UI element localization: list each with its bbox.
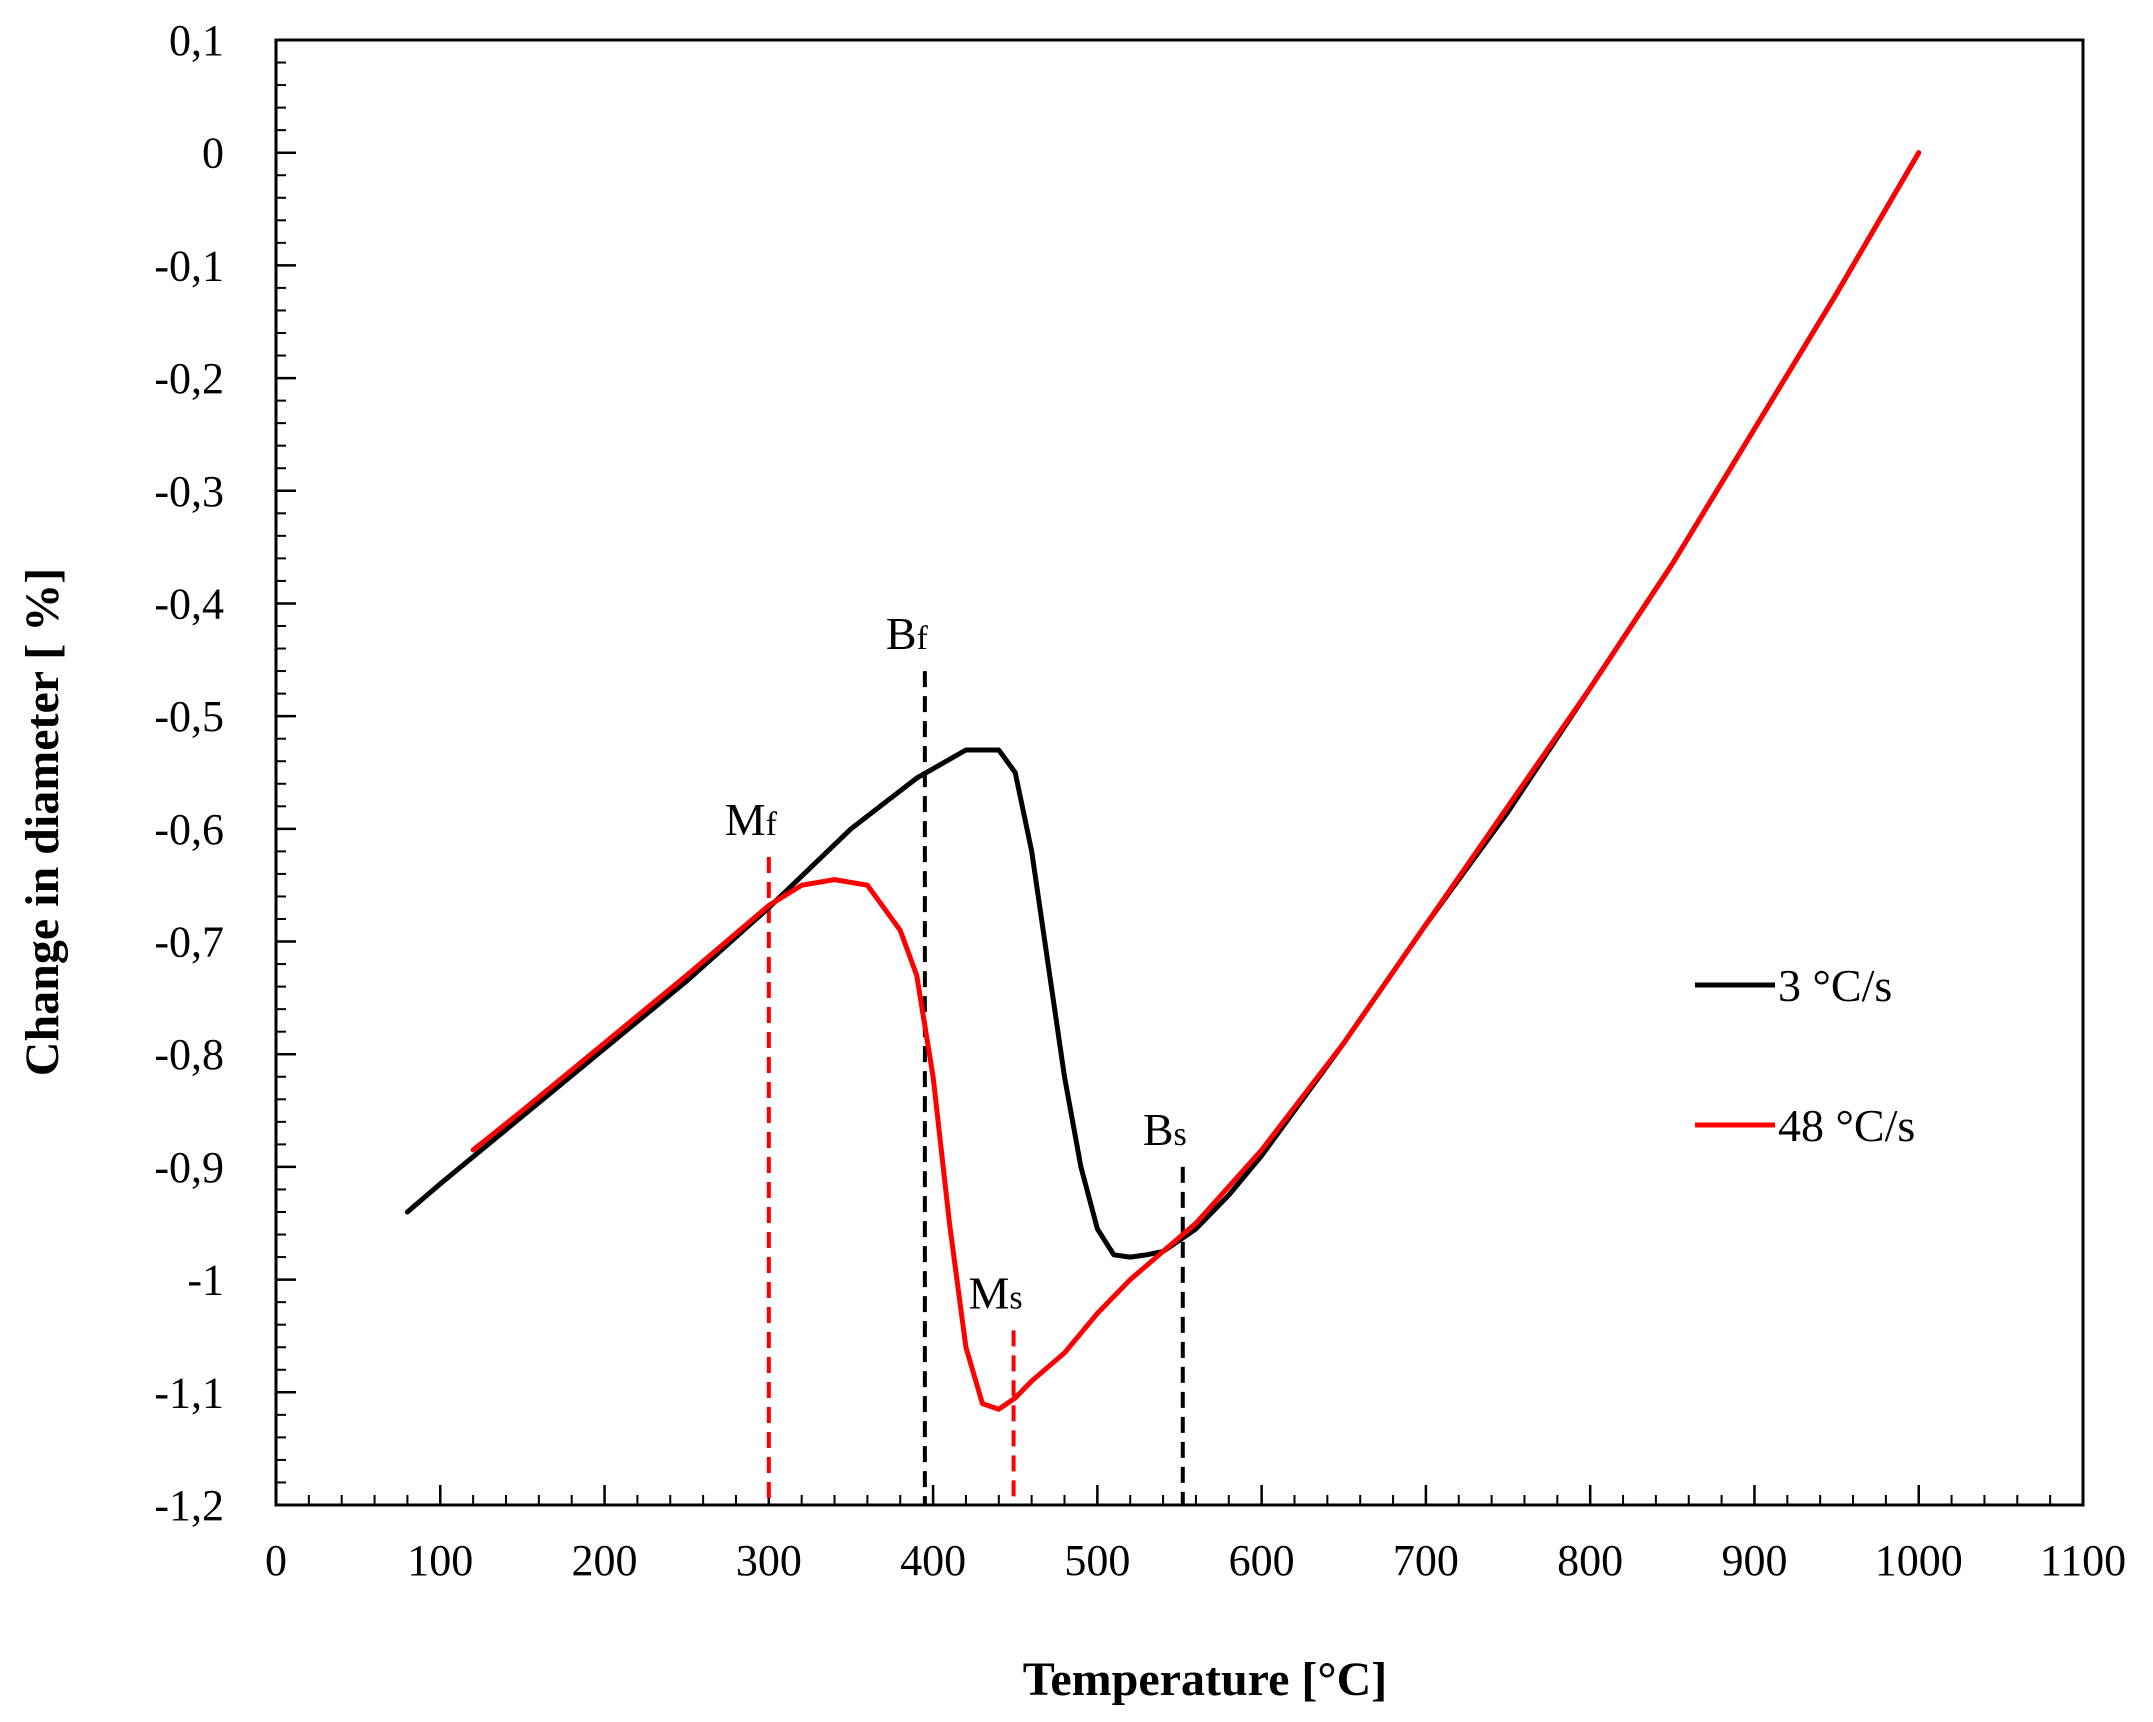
y-tick-label: -0,4	[154, 579, 224, 628]
x-tick-label: 800	[1557, 1536, 1623, 1585]
y-axis-title: Change in diameter [ %]	[16, 568, 69, 1076]
y-tick-label: -1,2	[154, 1481, 224, 1530]
major-ticks	[274, 38, 2085, 1507]
annotation-lines	[766, 671, 1185, 1505]
y-tick-label: -0,3	[154, 467, 224, 516]
x-tick-label: 700	[1393, 1536, 1459, 1585]
plot-area-frame	[274, 38, 2085, 1507]
annotation-label-ms: Ms	[969, 1267, 1023, 1318]
x-tick-label: 300	[736, 1536, 802, 1585]
legend-label-3cs: 3 °C/s	[1778, 960, 1892, 1011]
series-line-48cs	[470, 150, 1922, 1412]
legend: 3 °C/s 48 °C/s	[1695, 960, 1915, 1151]
y-tick-label: -1	[187, 1256, 224, 1305]
legend-label-48cs: 48 °C/s	[1778, 1100, 1915, 1151]
series-line-3cs	[404, 150, 1922, 1260]
annotation-label-mf: Mf	[725, 794, 778, 845]
y-tick-label: -0,8	[154, 1030, 224, 1079]
x-tick-label: 900	[1721, 1536, 1787, 1585]
x-tick-label: 600	[1229, 1536, 1295, 1585]
y-tick-label: -0,9	[154, 1143, 224, 1192]
x-tick-label: 200	[572, 1536, 638, 1585]
series-lines	[404, 150, 1922, 1412]
x-tick-label: 500	[1064, 1536, 1130, 1585]
x-tick-label: 400	[900, 1536, 966, 1585]
y-tick-label: -0,5	[154, 692, 224, 741]
x-axis-title: Temperature [°C]	[1023, 1653, 1387, 1706]
x-tick-label: 1100	[2040, 1536, 2126, 1585]
y-tick-label: -0,6	[154, 805, 224, 854]
x-tick-labels: 0 100 200 300 400 500 600 700 800 900 1000 1100	[265, 1536, 2126, 1585]
x-tick-label: 1000	[1875, 1536, 1963, 1585]
y-tick-label: -1,1	[154, 1368, 224, 1417]
y-tick-label: -0,7	[154, 918, 224, 967]
x-tick-label: 0	[265, 1536, 287, 1585]
y-tick-label: 0	[202, 129, 224, 178]
y-tick-labels: 0,1 0 -0,1 -0,2 -0,3 -0,4 -0,5 -0,6 -0,7 -0,8 -0,9…	[154, 16, 224, 1530]
minor-ticks	[275, 39, 2084, 1506]
y-tick-label: 0,1	[169, 16, 224, 65]
y-tick-label: -0,1	[154, 241, 224, 290]
annotation-labels: Mf Bf Ms Bs	[725, 608, 1187, 1318]
x-tick-label: 100	[407, 1536, 473, 1585]
annotation-label-bf: Bf	[886, 608, 929, 659]
annotation-label-bs: Bs	[1143, 1104, 1187, 1155]
y-tick-label: -0,2	[154, 354, 224, 403]
